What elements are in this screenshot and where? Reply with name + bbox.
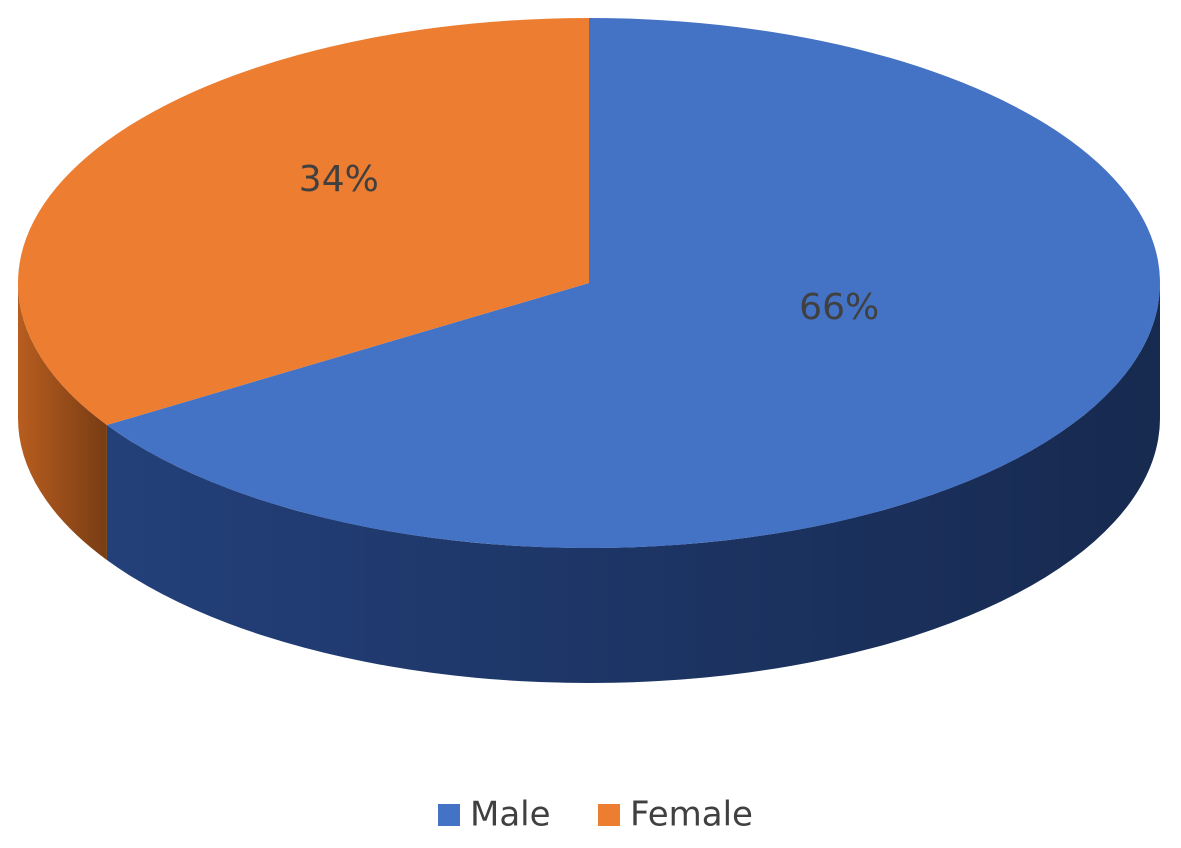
pie-sides [18, 283, 1160, 683]
pie-slice [106, 18, 1160, 548]
legend: Male Female [438, 795, 753, 835]
pie-tops [17, 18, 1160, 548]
data-label: 66% [799, 287, 879, 328]
legend-swatch [438, 804, 460, 826]
data-label: 34% [299, 159, 379, 200]
pie-side-shade [106, 283, 1160, 683]
pie-side-shade [18, 283, 107, 560]
data-labels: 66% 34% [299, 159, 879, 328]
legend-label: Male [470, 795, 551, 835]
legend-swatch [598, 804, 620, 826]
legend-label: Female [630, 795, 753, 835]
pie-slice [17, 18, 590, 425]
